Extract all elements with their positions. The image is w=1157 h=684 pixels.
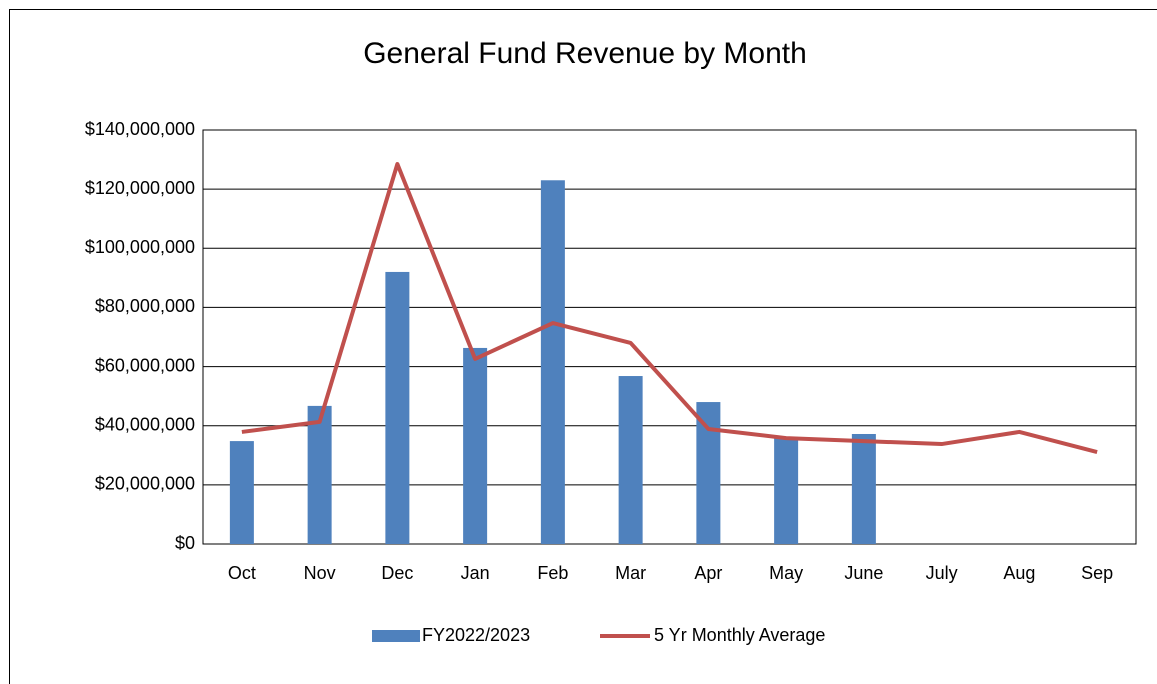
- x-tick-label: Nov: [304, 563, 336, 583]
- x-tick-label: Apr: [694, 563, 722, 583]
- line: [241, 162, 1098, 454]
- x-tick-label: May: [769, 563, 803, 583]
- legend-swatch: [372, 630, 420, 642]
- bar: [774, 436, 799, 544]
- bar: [696, 402, 721, 544]
- bar: [463, 347, 488, 544]
- bar: [851, 433, 876, 544]
- bar: [229, 441, 254, 544]
- y-tick-label: $60,000,000: [95, 355, 195, 375]
- bar: [540, 180, 565, 544]
- x-tick-label: Oct: [228, 563, 256, 583]
- x-tick-label: Dec: [381, 563, 413, 583]
- legend-label: 5 Yr Monthly Average: [654, 625, 825, 645]
- x-tick-label: Feb: [537, 563, 568, 583]
- y-tick-label: $80,000,000: [95, 296, 195, 316]
- plot-border: [202, 129, 1137, 545]
- x-tick-label: Jan: [461, 563, 490, 583]
- x-tick-label: June: [844, 563, 883, 583]
- x-tick-label: July: [926, 563, 958, 583]
- x-tick-label: Sep: [1081, 563, 1113, 583]
- chart-border: [9, 9, 1157, 684]
- y-tick-label: $120,000,000: [85, 178, 195, 198]
- chart-title: General Fund Revenue by Month: [363, 37, 807, 70]
- y-tick-label: $100,000,000: [85, 237, 195, 257]
- x-tick-label: Mar: [615, 563, 646, 583]
- y-tick-label: $20,000,000: [95, 474, 195, 494]
- bar: [385, 271, 410, 544]
- y-tick-label: $0: [175, 533, 195, 553]
- legend-label: FY2022/2023: [422, 625, 530, 645]
- y-tick-label: $140,000,000: [85, 119, 195, 139]
- bar: [307, 405, 332, 544]
- y-tick-label: $40,000,000: [95, 414, 195, 434]
- x-tick-label: Aug: [1003, 563, 1035, 583]
- bar: [618, 376, 643, 544]
